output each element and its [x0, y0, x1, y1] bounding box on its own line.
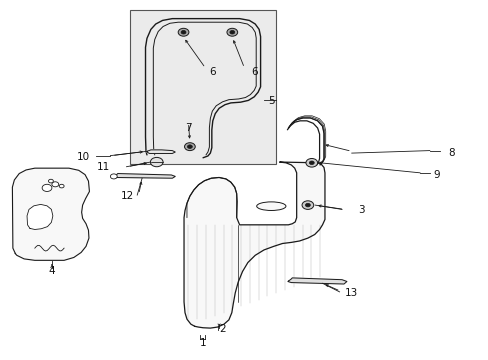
- Polygon shape: [112, 174, 175, 178]
- Polygon shape: [12, 168, 89, 260]
- Text: 5: 5: [267, 96, 274, 106]
- Text: 11: 11: [96, 162, 109, 172]
- Circle shape: [59, 184, 64, 188]
- Text: 8: 8: [447, 148, 454, 158]
- Text: 4: 4: [48, 266, 55, 276]
- Text: 2: 2: [219, 324, 225, 334]
- Text: 6: 6: [250, 67, 257, 77]
- Text: 9: 9: [433, 170, 440, 180]
- Circle shape: [187, 145, 192, 148]
- Polygon shape: [287, 278, 346, 284]
- Text: 7: 7: [185, 123, 191, 133]
- Bar: [130, 10, 276, 164]
- Text: 1: 1: [199, 338, 206, 348]
- Text: 12: 12: [121, 191, 134, 201]
- Circle shape: [150, 157, 163, 167]
- Circle shape: [42, 184, 52, 192]
- Polygon shape: [183, 162, 325, 328]
- Text: 6: 6: [209, 67, 216, 77]
- Circle shape: [226, 28, 237, 36]
- Circle shape: [52, 182, 59, 187]
- Circle shape: [302, 201, 313, 210]
- Polygon shape: [27, 204, 53, 229]
- Circle shape: [48, 179, 53, 183]
- Circle shape: [110, 174, 117, 179]
- Text: 13: 13: [345, 288, 358, 298]
- Circle shape: [305, 203, 310, 207]
- Circle shape: [184, 143, 195, 150]
- Polygon shape: [147, 150, 175, 153]
- Ellipse shape: [256, 202, 285, 211]
- Circle shape: [178, 28, 188, 36]
- Circle shape: [229, 31, 234, 34]
- Text: 10: 10: [77, 152, 90, 162]
- Circle shape: [181, 31, 185, 34]
- Text: 3: 3: [358, 206, 364, 216]
- Circle shape: [309, 161, 314, 165]
- Circle shape: [305, 158, 317, 167]
